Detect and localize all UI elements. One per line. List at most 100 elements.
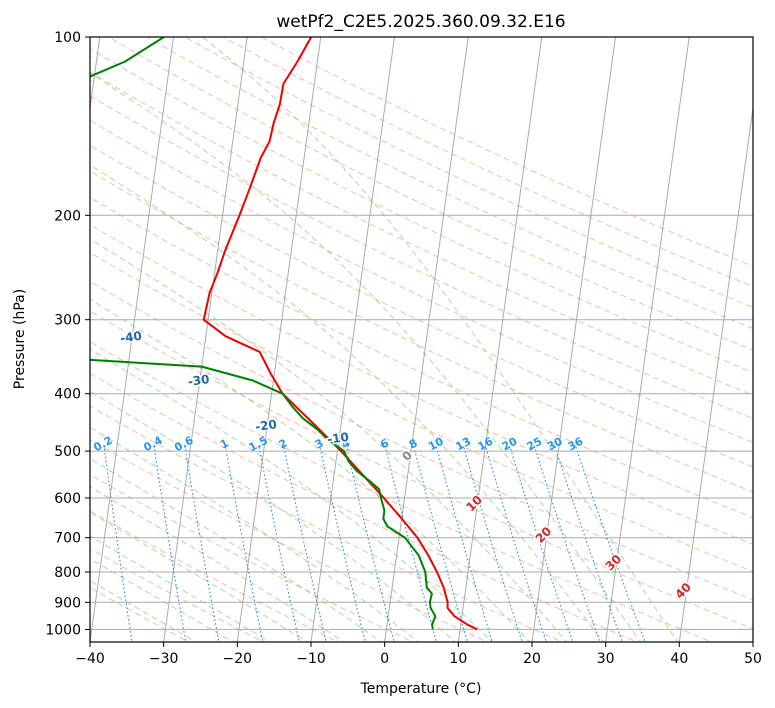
mixing-ratio-label: 25 — [525, 435, 545, 454]
moist-adiabat-line — [90, 348, 494, 642]
temperature-profile-line — [202, 37, 478, 631]
mixing-ratio-label: 6 — [378, 436, 391, 451]
x-tick-label: 0 — [380, 651, 389, 667]
mixing-ratio-line — [345, 445, 395, 642]
mixing-ratio-line — [283, 445, 327, 642]
dry-adiabat-line — [108, 37, 753, 351]
dry-adiabat-line — [90, 474, 415, 642]
y-tick-label: 1000 — [45, 622, 81, 638]
mixing-ratio-label: 8 — [407, 436, 420, 451]
mixing-ratio-line — [533, 445, 601, 642]
dry-adiabat-line — [90, 170, 753, 493]
mixing-ratio-line — [153, 445, 187, 642]
mixing-ratio-line — [435, 445, 493, 642]
dry-adiabat-line — [90, 439, 489, 642]
y-tick-label: 400 — [54, 387, 81, 403]
mixing-ratio-line — [462, 445, 523, 642]
dry-adiabat-line — [90, 341, 713, 642]
isotherm-line — [163, 37, 248, 642]
mixing-ratio-label: 36 — [566, 435, 586, 454]
mixing-ratio-label: 10 — [426, 435, 446, 454]
moist-adiabat-line — [90, 486, 345, 642]
y-tick-label: 800 — [54, 565, 81, 581]
moist-adiabat-line — [90, 558, 234, 642]
dry-adiabat-label: 20 — [533, 524, 555, 546]
mixing-ratio-line — [319, 445, 366, 642]
dry-adiabat-line — [90, 224, 753, 545]
moist-adiabat-line — [90, 298, 531, 642]
dry-adiabat-line — [90, 95, 753, 420]
moist-adiabat-line — [201, 37, 678, 642]
mixing-ratio-line — [509, 445, 574, 642]
isotherm-line — [310, 37, 395, 642]
y-tick-label: 500 — [54, 444, 81, 460]
mixing-ratio-label: 1 — [218, 436, 231, 451]
mixing-ratio-line — [224, 445, 264, 642]
isotherm-line — [236, 37, 322, 642]
x-tick-label: 40 — [670, 651, 688, 667]
dry-adiabat-line — [90, 119, 753, 443]
x-tick-label: −10 — [296, 651, 326, 667]
moist-adiabat-line — [90, 426, 419, 642]
dry-adiabat-line — [90, 405, 564, 642]
isotherm-label: -10 — [326, 430, 349, 447]
isotherm-label: -30 — [187, 372, 210, 389]
moist-adiabat-line — [90, 164, 605, 642]
mixing-ratio-label: 3 — [313, 436, 326, 451]
dry-adiabat-line — [90, 144, 753, 468]
dry-adiabat-label: 10 — [463, 493, 485, 515]
chart-title: wetPf2_C2E5.2025.360.09.32.E16 — [276, 12, 565, 32]
x-tick-label: −40 — [75, 651, 105, 667]
mixing-ratio-label: 13 — [453, 435, 473, 454]
dry-adiabat-line — [184, 37, 753, 308]
isotherm-label: -60 — [0, 241, 7, 258]
x-tick-label: 10 — [449, 651, 467, 667]
y-tick-label: 200 — [54, 208, 81, 224]
isotherm-label: -50 — [52, 285, 75, 302]
mixing-ratio-line — [574, 445, 646, 642]
mixing-ratio-line — [184, 445, 220, 642]
dry-adiabat-line — [90, 510, 340, 642]
moist-adiabat-line — [90, 458, 382, 642]
moist-adiabat-line — [90, 580, 197, 642]
y-tick-label: 900 — [54, 595, 81, 611]
dry-adiabat-line — [90, 197, 753, 519]
dry-adiabat-line — [90, 310, 753, 630]
dry-adiabat-line — [90, 48, 753, 373]
isotherm-line — [752, 638, 753, 642]
mixing-ratio-line — [384, 445, 437, 642]
y-tick-label: 600 — [54, 491, 81, 507]
isotherm-label: -20 — [254, 417, 277, 434]
dewpoint-profile-line — [90, 37, 437, 630]
isotherm-line — [90, 37, 174, 642]
isotherm-label: -40 — [119, 329, 142, 346]
isotherm-line — [457, 37, 543, 642]
dry-adiabat-label: 40 — [672, 580, 694, 602]
dry-adiabat-line — [90, 587, 190, 642]
mixing-ratio-line — [484, 445, 547, 642]
dry-adiabat-line — [90, 280, 753, 601]
mixing-ratio-line — [258, 445, 300, 642]
mixing-ratio-line — [103, 445, 133, 642]
isotherm-line — [605, 37, 690, 642]
x-tick-label: −20 — [223, 651, 253, 667]
y-tick-label: 100 — [54, 30, 81, 46]
isotherm-line — [531, 37, 616, 642]
mixing-ratio-label: 20 — [500, 435, 520, 454]
plot-frame — [89, 36, 754, 643]
moist-adiabat-line — [90, 238, 568, 642]
dry-adiabat-line — [261, 37, 753, 267]
dry-adiabat-line — [146, 37, 753, 330]
x-tick-label: −30 — [149, 651, 179, 667]
mixing-ratio-label: 16 — [476, 435, 496, 454]
x-axis-label: Temperature (°C) — [360, 681, 482, 697]
y-tick-label: 300 — [54, 313, 81, 329]
isotherm-line — [90, 37, 101, 112]
mixing-ratio-label: 30 — [545, 435, 565, 454]
isotherm-line — [678, 104, 753, 642]
x-tick-label: 20 — [523, 651, 541, 667]
x-tick-label: 50 — [744, 651, 762, 667]
y-axis-label: Pressure (hPa) — [12, 289, 28, 389]
